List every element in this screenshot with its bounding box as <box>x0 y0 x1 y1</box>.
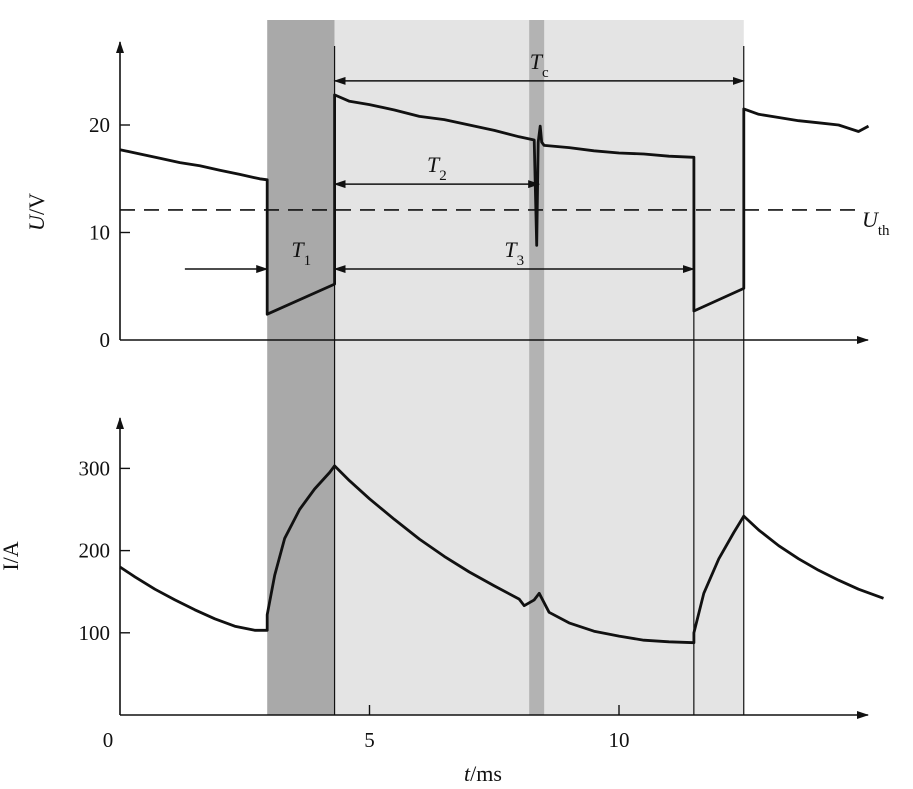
voltage-tick-label: 0 <box>100 328 111 352</box>
voltage-panel: 0 10 20 U/V Uth Tc T2 T1 T3 <box>24 41 890 352</box>
shaded-band-medium <box>529 20 545 715</box>
current-tick-label: 100 <box>79 621 111 645</box>
x-axis-title: t/ms <box>464 761 502 786</box>
current-tick-label: 200 <box>79 539 111 563</box>
voltage-tick-label: 20 <box>89 113 110 137</box>
annotation-label-tc: Tc <box>530 49 549 81</box>
voltage-y-ticks: 0 10 20 <box>89 113 130 352</box>
current-series-line <box>119 464 884 645</box>
current-y-ticks: 100 200 300 <box>79 456 130 645</box>
time-x-ticks: 0 5 10 <box>103 705 630 752</box>
current-tick-label: 300 <box>79 456 111 480</box>
annotation-label-t1: T1 <box>291 237 311 269</box>
current-y-axis-title: I/A <box>0 541 23 570</box>
voltage-tick-label: 10 <box>89 221 110 245</box>
time-interval-annotations: Tc T2 T1 T3 <box>184 49 745 274</box>
annotation-label-t3: T3 <box>504 237 524 269</box>
voltage-y-axis-title: U/V <box>24 193 49 231</box>
shaded-bands <box>267 20 744 715</box>
time-tick-label: 0 <box>103 728 114 752</box>
shaded-band-dark <box>267 20 335 715</box>
time-tick-label: 10 <box>609 728 630 752</box>
voltage-series-line <box>119 93 870 316</box>
current-panel: 100 200 300 0 5 10 I/A t/ms <box>0 417 884 786</box>
annotation-label-t2: T2 <box>427 152 447 184</box>
time-tick-label: 5 <box>364 728 375 752</box>
threshold-label: Uth <box>862 207 890 239</box>
